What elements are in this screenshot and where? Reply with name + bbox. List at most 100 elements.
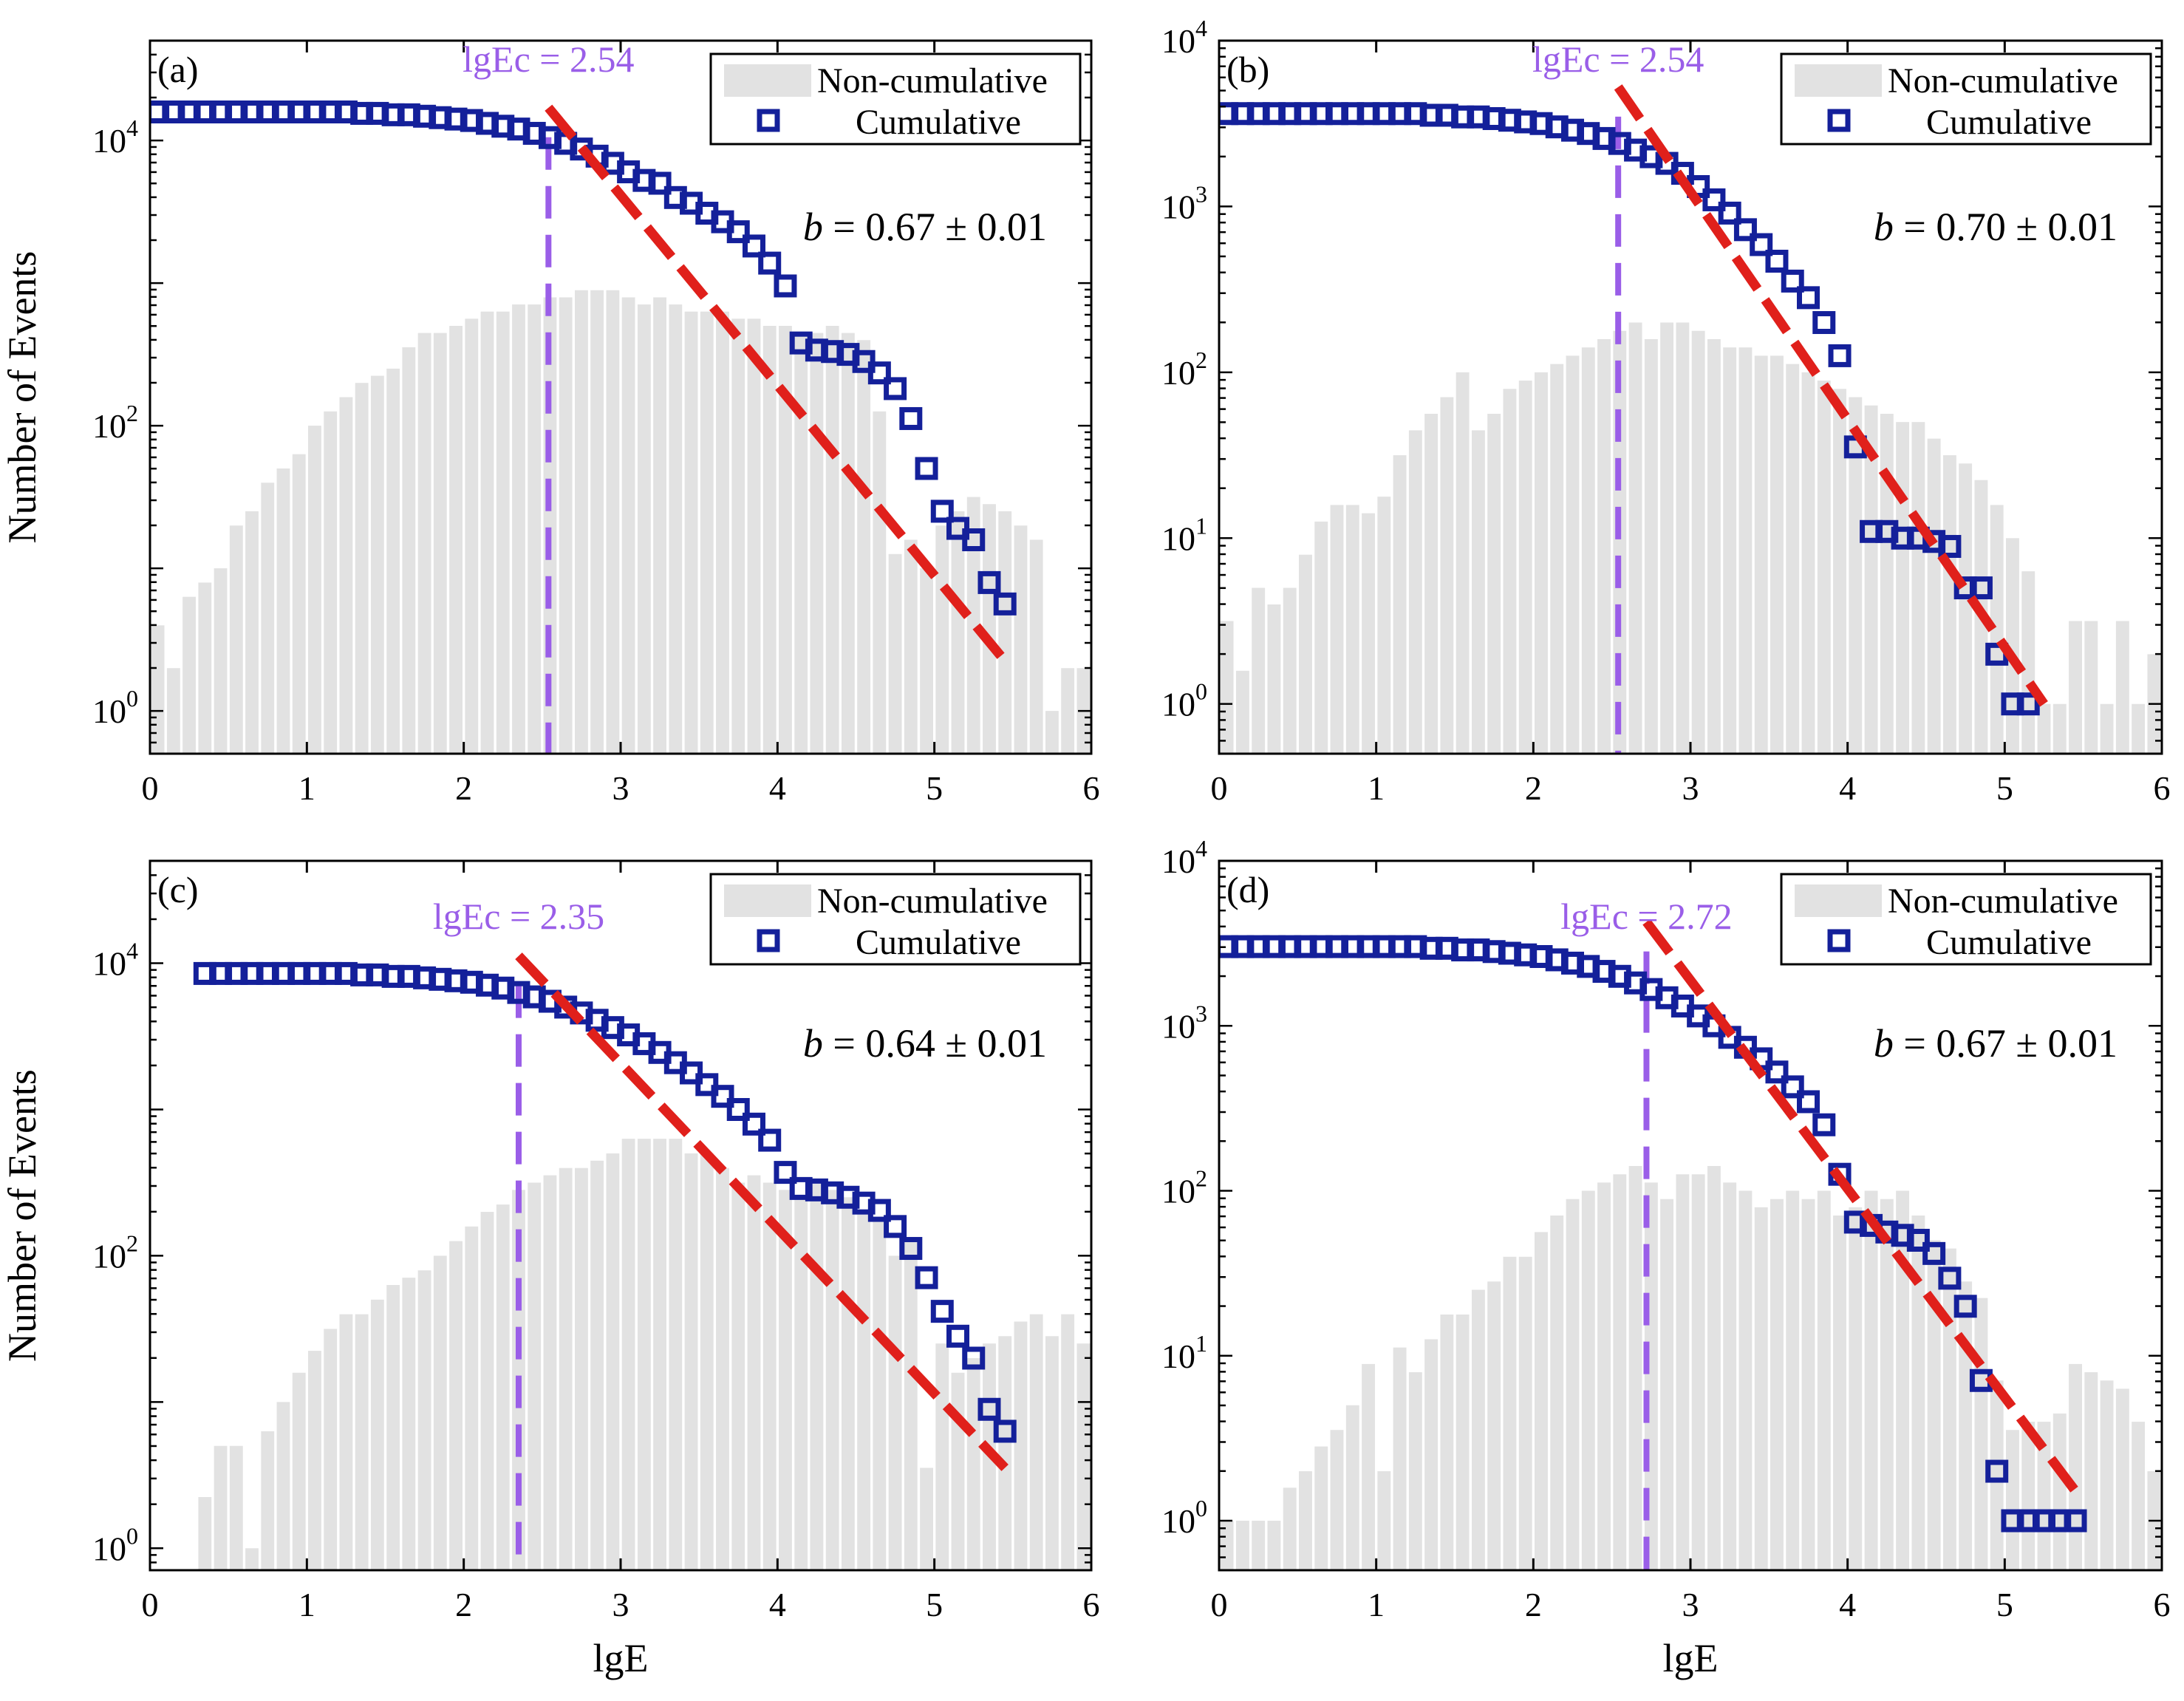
- chart-panel-b: 0 1 2 3 4 5 6 100 101 102 103 104 (b) lgEc = 2.54 b = …: [1161, 15, 2184, 807]
- histogram-bar: [1093, 1358, 1106, 1570]
- histogram-bar: [151, 625, 165, 754]
- histogram-bar: [2115, 1388, 2129, 1570]
- histogram-bar: [684, 1153, 698, 1570]
- histogram-bar: [1235, 670, 1249, 754]
- histogram-bar: [841, 333, 855, 754]
- histogram-bar: [747, 318, 761, 754]
- histogram-bar: [1139, 697, 1153, 754]
- histogram-bar: [810, 333, 824, 754]
- y-tick-label: 101: [1161, 512, 1207, 557]
- histogram-bar: [951, 1372, 965, 1570]
- cumulative-point: [774, 1161, 797, 1184]
- histogram-bar: [2163, 1504, 2177, 1570]
- x-tick-label: 1: [298, 1586, 315, 1623]
- legend-cumulative-label: Cumulative: [1926, 103, 2092, 142]
- x-tick-label: 3: [612, 769, 629, 807]
- x-tick-label: 3: [1682, 769, 1699, 807]
- histogram-bar: [1518, 1256, 1532, 1570]
- x-tick-label: 1: [1368, 1586, 1385, 1623]
- histogram-bar: [1267, 604, 1281, 754]
- x-tick-label: 5: [926, 769, 943, 807]
- histogram-bar: [1896, 422, 1910, 754]
- histogram-bar: [2021, 1422, 2035, 1570]
- histogram-bar: [1124, 1504, 1137, 1570]
- histogram-bar: [1362, 513, 1375, 754]
- plot-area: [1219, 918, 2177, 1570]
- fit-line: [515, 952, 1009, 1471]
- cumulative-point: [946, 1324, 970, 1348]
- b-value-annotation: b = 0.67 ± 0.01: [1874, 1021, 2118, 1066]
- histogram-bar: [292, 1372, 306, 1570]
- histogram-bar: [1456, 372, 1470, 754]
- histogram-bar: [2006, 538, 2019, 754]
- histogram-bar: [998, 511, 1012, 754]
- histogram-bar: [1014, 525, 1028, 754]
- histogram-bar: [731, 318, 745, 754]
- cumulative-point: [993, 1419, 1017, 1443]
- histogram-bar: [1597, 1182, 1611, 1570]
- histogram-bar: [904, 539, 918, 754]
- histogram-bar: [700, 311, 714, 754]
- y-tick-label: 103: [1161, 180, 1207, 225]
- cumulative-point: [1828, 344, 1852, 367]
- x-tick-label: 3: [1682, 1586, 1699, 1623]
- histogram-bar: [857, 1212, 871, 1570]
- legend-noncumulative-label: Non-cumulative: [1888, 61, 2118, 100]
- histogram-bar: [386, 368, 400, 754]
- histogram-bar: [1959, 1281, 1973, 1570]
- histogram-bar: [1252, 1521, 1266, 1570]
- histogram-bar: [229, 525, 243, 754]
- histogram-bar: [1927, 1240, 1941, 1570]
- histogram-bar: [1738, 1190, 1753, 1570]
- histogram-bar: [684, 311, 698, 754]
- y-tick-label: 103: [1161, 1000, 1207, 1045]
- histogram-bar: [1880, 413, 1894, 754]
- histogram-bar: [935, 525, 949, 754]
- panel-label: (b): [1226, 49, 1269, 90]
- histogram-bar: [1108, 1388, 1122, 1570]
- histogram-bar: [1377, 1471, 1391, 1570]
- histogram-bar: [1660, 1199, 1674, 1570]
- histogram-bar: [1597, 338, 1611, 754]
- histogram-bar: [590, 1160, 604, 1570]
- histogram-bar: [198, 1497, 212, 1570]
- plot-area: [193, 952, 1137, 1570]
- histogram-bar: [1061, 1314, 1075, 1570]
- histogram-bar: [1424, 1339, 1439, 1570]
- cumulative-point: [1969, 576, 1993, 600]
- histogram-bar: [904, 1241, 918, 1570]
- histogram-bar: [1471, 430, 1485, 754]
- x-tick-label: 4: [1839, 769, 1856, 807]
- legend-cumulative-label: Cumulative: [856, 103, 1021, 142]
- legend-square-swatch: [1827, 109, 1851, 132]
- histogram-bar: [1487, 413, 1501, 754]
- axes-frame: [1218, 859, 2163, 1572]
- histogram-bar: [920, 1468, 933, 1570]
- histogram-bar: [276, 1402, 290, 1570]
- cumulative-point: [1812, 1113, 1836, 1136]
- histogram-bar: [966, 497, 980, 754]
- histogram-bar: [1283, 587, 1297, 754]
- histogram-bar: [1628, 1166, 1642, 1570]
- histogram-bar: [370, 1299, 384, 1570]
- cumulative-point: [1922, 1241, 1946, 1265]
- y-tick-label: 104: [92, 115, 138, 160]
- histogram-bar: [794, 333, 808, 754]
- histogram-bar: [731, 1182, 745, 1570]
- x-tick-label: 1: [1368, 769, 1385, 807]
- histogram-bar: [1691, 1174, 1705, 1570]
- histogram-bar: [951, 511, 965, 754]
- histogram-bar: [324, 411, 338, 754]
- histogram-bar: [2179, 704, 2184, 754]
- histogram-bar: [261, 1431, 275, 1570]
- histogram-bar: [2084, 621, 2098, 754]
- cumulative-point: [1733, 218, 1757, 242]
- histogram-bar: [841, 1197, 855, 1570]
- x-tick-label: 0: [1211, 1586, 1228, 1623]
- cumulative-point: [867, 1199, 891, 1222]
- histogram-bar: [747, 1175, 761, 1570]
- cumulative-point: [915, 1266, 938, 1289]
- cumulative-point: [695, 1073, 719, 1097]
- x-tick-label: 0: [1211, 769, 1228, 807]
